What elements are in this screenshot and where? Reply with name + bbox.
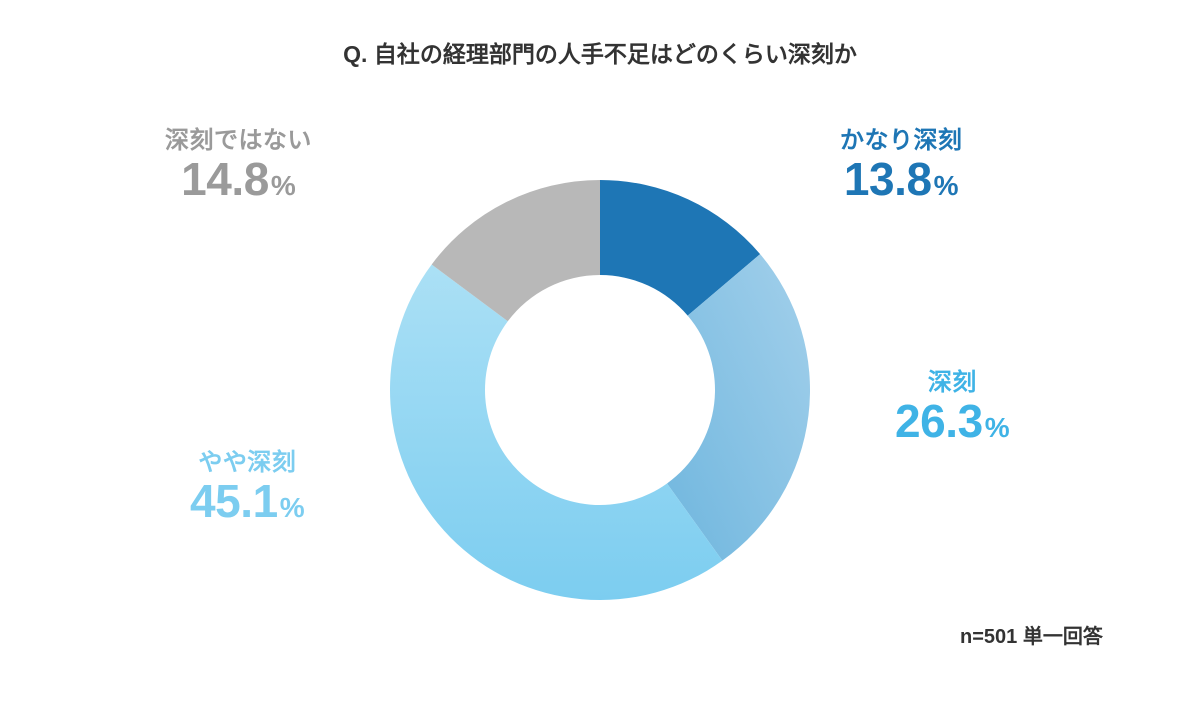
label-not-serious: 深刻ではない14.8% <box>165 128 312 205</box>
label-serious: 深刻26.3% <box>895 370 1010 447</box>
label-value-number-somewhat-serious: 45.1 <box>190 475 278 527</box>
percent-sign-very-serious: % <box>934 170 959 201</box>
label-somewhat-serious: やや深刻45.1% <box>190 450 305 527</box>
chart-footnote: n=501 単一回答 <box>960 620 1103 649</box>
label-name-serious: 深刻 <box>895 370 1010 396</box>
label-name-very-serious: かなり深刻 <box>840 128 962 154</box>
label-value-very-serious: 13.8% <box>840 154 962 205</box>
label-value-somewhat-serious: 45.1% <box>190 476 305 527</box>
label-value-not-serious: 14.8% <box>165 154 312 205</box>
label-very-serious: かなり深刻13.8% <box>840 128 962 205</box>
percent-sign-not-serious: % <box>271 170 296 201</box>
label-value-serious: 26.3% <box>895 396 1010 447</box>
label-name-not-serious: 深刻ではない <box>165 128 312 154</box>
percent-sign-somewhat-serious: % <box>280 492 305 523</box>
percent-sign-serious: % <box>985 412 1010 443</box>
label-value-number-not-serious: 14.8 <box>181 153 269 205</box>
donut-chart <box>0 0 1200 703</box>
label-name-somewhat-serious: やや深刻 <box>190 450 305 476</box>
label-value-number-serious: 26.3 <box>895 395 983 447</box>
label-value-number-very-serious: 13.8 <box>844 153 932 205</box>
donut-slice-somewhat-serious <box>390 264 722 600</box>
